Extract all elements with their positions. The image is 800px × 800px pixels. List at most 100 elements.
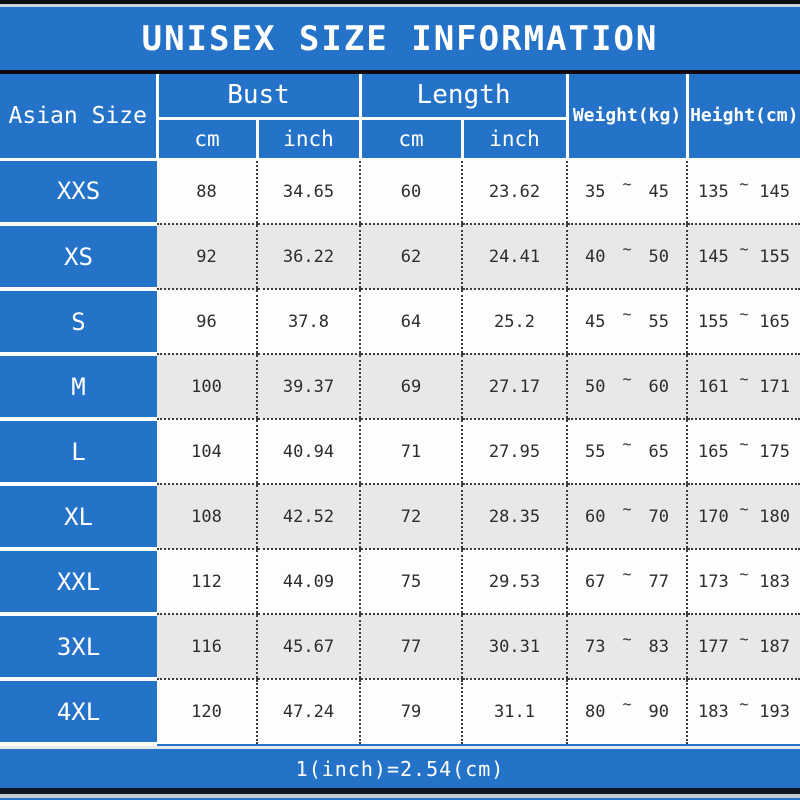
header-row-groups: Asian Size Bust Length Weight(kg) Height… <box>0 74 800 161</box>
size-label-cell: S <box>0 289 157 356</box>
table-row: XL 108 42.52 72 28.35 60 ~ 70 170 ~ 180 <box>0 484 800 551</box>
height-range-cell: 145 ~ 155 <box>686 224 800 290</box>
bust-inch-cell: 34.65 <box>256 159 360 225</box>
weight-max-value: 50 <box>648 246 670 267</box>
length-inch-cell: 28.35 <box>460 484 568 550</box>
tilde-symbol: ~ <box>739 369 749 388</box>
table-row: 3XL 116 45.67 77 30.31 73 ~ 83 177 ~ 187 <box>0 614 800 681</box>
bust-inch-cell: 44.09 <box>256 549 360 615</box>
height-range-cell: 177 ~ 187 <box>686 614 800 680</box>
size-label-cell: M <box>0 354 157 421</box>
col-header-weight: Weight(kg) <box>567 74 689 161</box>
top-light-bar <box>0 4 800 7</box>
tilde-symbol: ~ <box>622 239 632 258</box>
length-inch-cell: 29.53 <box>460 549 568 615</box>
weight-max-value: 65 <box>648 441 670 462</box>
col-header-bust-cm: cm <box>157 118 259 161</box>
weight-range-cell: 35 ~ 45 <box>566 159 688 225</box>
height-min-value: 173 <box>698 571 729 592</box>
height-min-value: 170 <box>698 506 729 527</box>
tilde-symbol: ~ <box>622 304 632 323</box>
height-max-value: 180 <box>759 506 791 527</box>
length-inch-cell: 31.1 <box>460 679 568 744</box>
length-inch-cell: 24.41 <box>460 224 568 290</box>
tilde-symbol: ~ <box>739 629 749 648</box>
table-row: XS 92 36.22 62 24.41 40 ~ 50 145 ~ 155 <box>0 224 800 291</box>
height-range-cell: 183 ~ 193 <box>686 679 800 744</box>
weight-max-value: 83 <box>648 636 670 657</box>
height-max-value: 193 <box>759 702 791 722</box>
weight-range-cell: 67 ~ 77 <box>566 549 688 615</box>
length-cm-cell: 64 <box>359 289 462 355</box>
length-cm-cell: 71 <box>359 419 462 485</box>
height-min-value: 183 <box>698 702 729 722</box>
length-cm-cell: 79 <box>359 679 462 744</box>
size-label-cell: 3XL <box>0 614 157 681</box>
col-header-bust: Bust <box>157 74 362 120</box>
length-cm-cell: 77 <box>359 614 462 680</box>
bust-cm-cell: 116 <box>157 614 257 680</box>
bust-inch-cell: 42.52 <box>256 484 360 550</box>
bust-cm-cell: 96 <box>157 289 257 355</box>
bust-cm-cell: 112 <box>157 549 257 615</box>
header-row-units: cm inch cm inch <box>0 118 800 161</box>
height-range-cell: 170 ~ 180 <box>686 484 800 550</box>
tilde-symbol: ~ <box>739 434 749 453</box>
size-label-cell: XL <box>0 484 157 551</box>
bottom-black-bar <box>0 788 800 794</box>
tilde-symbol: ~ <box>739 239 749 258</box>
tilde-symbol: ~ <box>622 629 632 648</box>
weight-max-value: 70 <box>648 506 670 527</box>
bust-cm-cell: 92 <box>157 224 257 290</box>
bust-cm-cell: 108 <box>157 484 257 550</box>
tilde-symbol: ~ <box>739 564 749 583</box>
weight-range-cell: 73 ~ 83 <box>566 614 688 680</box>
height-max-value: 171 <box>759 376 791 397</box>
length-cm-cell: 62 <box>359 224 462 290</box>
length-inch-cell: 27.95 <box>460 419 568 485</box>
height-range-cell: 165 ~ 175 <box>686 419 800 485</box>
weight-min-value: 60 <box>585 506 606 527</box>
size-label-cell: 4XL <box>0 679 157 746</box>
col-header-bust-inch: inch <box>257 118 362 161</box>
table-row: S 96 37.8 64 25.2 45 ~ 55 155 ~ 165 <box>0 289 800 356</box>
weight-range-cell: 80 ~ 90 <box>566 679 688 744</box>
weight-min-value: 35 <box>585 181 606 202</box>
length-cm-cell: 72 <box>359 484 462 550</box>
size-label-cell: XS <box>0 224 157 291</box>
tilde-symbol: ~ <box>622 564 632 583</box>
weight-max-value: 77 <box>648 571 670 592</box>
weight-min-value: 55 <box>585 441 606 462</box>
tilde-symbol: ~ <box>739 499 749 518</box>
weight-range-cell: 40 ~ 50 <box>566 224 688 290</box>
weight-min-value: 50 <box>585 376 606 397</box>
table-row: L 104 40.94 71 27.95 55 ~ 65 165 ~ 175 <box>0 419 800 486</box>
length-cm-cell: 75 <box>359 549 462 615</box>
bust-cm-cell: 88 <box>157 159 257 225</box>
weight-max-value: 60 <box>648 376 670 397</box>
weight-max-value: 90 <box>648 702 670 722</box>
top-black-bar <box>0 0 800 4</box>
height-range-cell: 173 ~ 183 <box>686 549 800 615</box>
tilde-symbol: ~ <box>739 304 749 323</box>
table-row: 4XL 120 47.24 79 31.1 80 ~ 90 183 ~ 193 <box>0 679 800 746</box>
height-range-cell: 155 ~ 165 <box>686 289 800 355</box>
tilde-symbol: ~ <box>622 174 632 193</box>
height-min-value: 161 <box>698 376 729 397</box>
height-min-value: 145 <box>698 246 729 267</box>
height-min-value: 135 <box>698 181 729 202</box>
tilde-symbol: ~ <box>739 174 749 193</box>
height-range-cell: 161 ~ 171 <box>686 354 800 420</box>
height-max-value: 145 <box>759 181 791 202</box>
col-header-length-cm: cm <box>360 118 464 161</box>
bust-cm-cell: 100 <box>157 354 257 420</box>
tilde-symbol: ~ <box>622 434 632 453</box>
table-row: M 100 39.37 69 27.17 50 ~ 60 161 ~ 171 <box>0 354 800 421</box>
weight-min-value: 45 <box>585 311 606 332</box>
height-min-value: 155 <box>698 311 729 332</box>
tilde-symbol: ~ <box>739 695 749 713</box>
size-table: Asian Size Bust Length Weight(kg) Height… <box>0 74 800 746</box>
bust-inch-cell: 36.22 <box>256 224 360 290</box>
size-table-body: XXS 88 34.65 60 23.62 35 ~ 45 135 ~ 145 … <box>0 159 800 746</box>
